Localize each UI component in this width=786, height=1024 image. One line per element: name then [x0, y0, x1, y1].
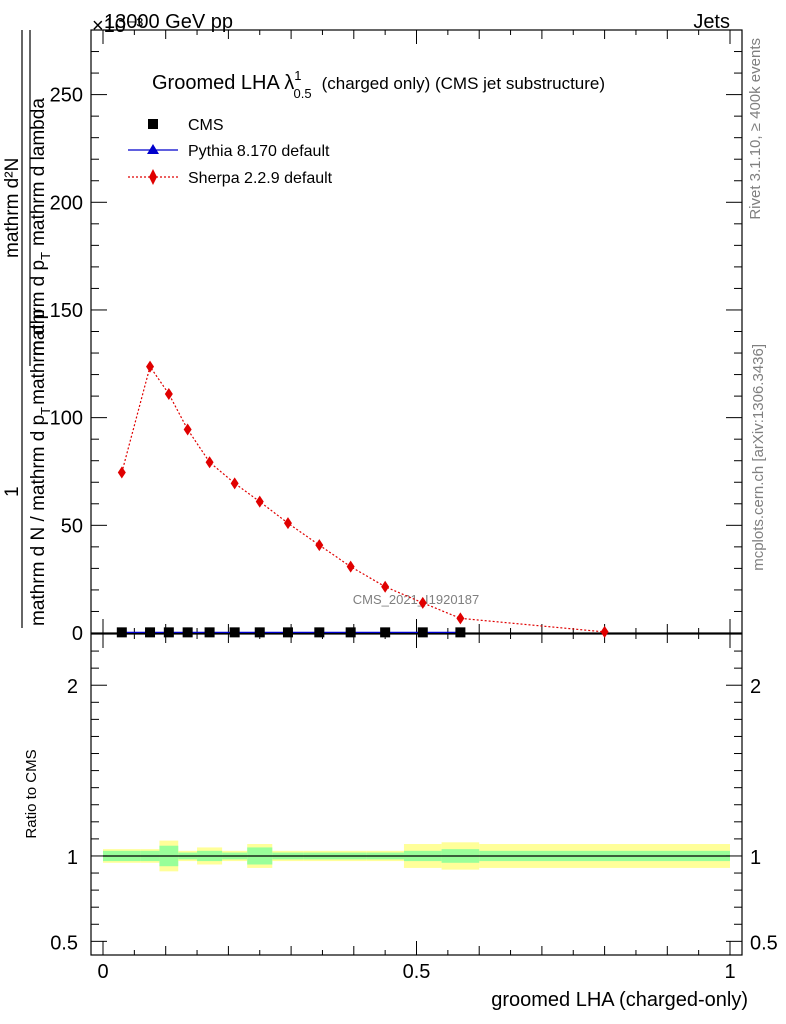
ylabel-inner-denominator: mathrm d pTmathrm d lambda [28, 98, 53, 356]
y-tick-label-main: 150 [50, 300, 83, 322]
sherpa-series-line [121, 365, 605, 633]
ylabel-sub-t2: T [38, 252, 53, 260]
cms-point [417, 627, 428, 638]
ratio-ylabel: Ratio to CMS [23, 749, 40, 838]
y-tick-label-main: 250 [50, 85, 83, 107]
header-exponent: ×10⁻³ [92, 15, 143, 37]
cms-point [314, 627, 325, 638]
cms-point [380, 627, 391, 638]
cms-point [163, 627, 174, 638]
ylabel-sub-t1: T [38, 407, 53, 415]
title-suffix: (charged only) (CMS jet substructure) [322, 74, 605, 93]
ylabel-numerator: mathrm d²N [2, 158, 23, 258]
analysis-watermark: CMS_2021_I1920187 [353, 592, 480, 607]
sherpa-point [164, 387, 173, 400]
y-tick-label-ratio: 1 [67, 847, 78, 869]
ylabel-denominator-tail: mathrm d p [28, 309, 49, 405]
plot-title: Groomed LHA λ1 0.5 (charged only) (CMS jet… [152, 68, 605, 101]
cms-point [254, 627, 265, 638]
sherpa-point [255, 495, 264, 508]
header-process: Jets [693, 11, 730, 33]
legend-sherpa-label: Sherpa 2.2.9 default [188, 170, 333, 187]
y-tick-label-ratio: 2 [67, 676, 78, 698]
xlabel: groomed LHA (charged-only) [491, 989, 748, 1011]
title-sup: 1 [294, 68, 301, 83]
cms-point [229, 627, 240, 638]
cms-point [455, 627, 466, 638]
y-tick-label-ratio-right: 2 [750, 676, 761, 698]
cms-point [145, 627, 156, 638]
sherpa-point [183, 423, 192, 436]
y-tick-label-main: 50 [61, 515, 83, 537]
cms-point [204, 627, 215, 638]
ylabel-one: 1 [2, 486, 23, 497]
mcplots-label: mcplots.cern.ch [arXiv:1306.3436] [750, 344, 767, 571]
x-tick-label: 0 [97, 961, 108, 983]
main-ylabel: 1 mathrm d N / mathrm d pTmathrm d p mat… [2, 30, 53, 628]
sherpa-point [146, 360, 155, 373]
sherpa-point [418, 596, 427, 609]
title-lambda: λ [284, 72, 294, 94]
sherpa-point [381, 580, 390, 593]
ylabel-denominator: mathrm d N / mathrm d pTmathrm d p [28, 309, 53, 626]
y-tick-label-ratio-right: 1 [750, 847, 761, 869]
ylabel-denominator-text: mathrm d N / mathrm d p [28, 415, 49, 626]
ylabel-inner-denominator-text: mathrm d p [28, 260, 49, 356]
cms-point [182, 627, 193, 638]
y-tick-label-main: 200 [50, 192, 83, 214]
rivet-label: Rivet 3.1.10, ≥ 400k events [747, 38, 764, 220]
legend-pythia-label: Pythia 8.170 default [188, 143, 330, 160]
sherpa-point [456, 612, 465, 625]
title-prefix: Groomed LHA [152, 72, 284, 94]
legend-sherpa-marker [149, 169, 157, 185]
cms-point [345, 627, 356, 638]
legend-cms-marker [148, 119, 158, 129]
ylabel-lambda: mathrm d lambda [28, 98, 49, 246]
title-sub: 0.5 [294, 86, 312, 101]
legend-cms-label: CMS [188, 117, 224, 134]
sherpa-point [205, 456, 214, 469]
x-tick-label: 1 [724, 961, 735, 983]
header-energy: 13000 GeV pp [104, 11, 233, 33]
sherpa-point [600, 625, 609, 638]
y-tick-label-main: 100 [50, 408, 83, 430]
sherpa-point [315, 539, 324, 552]
sherpa-point [346, 560, 355, 573]
y-tick-label-ratio-right: 0.5 [750, 932, 778, 954]
cms-point [116, 627, 127, 638]
legend: CMS Pythia 8.170 default Sherpa 2.2.9 de… [128, 117, 333, 187]
y-tick-label-ratio: 0.5 [50, 932, 78, 954]
cms-point [282, 627, 293, 638]
sherpa-point [230, 477, 239, 490]
sherpa-point [283, 517, 292, 530]
legend-pythia-marker [147, 144, 159, 154]
sherpa-point [117, 466, 126, 479]
x-tick-label: 0.5 [403, 961, 431, 983]
ratio-frame-border [90, 633, 743, 956]
y-tick-label-main: 0 [72, 623, 83, 645]
